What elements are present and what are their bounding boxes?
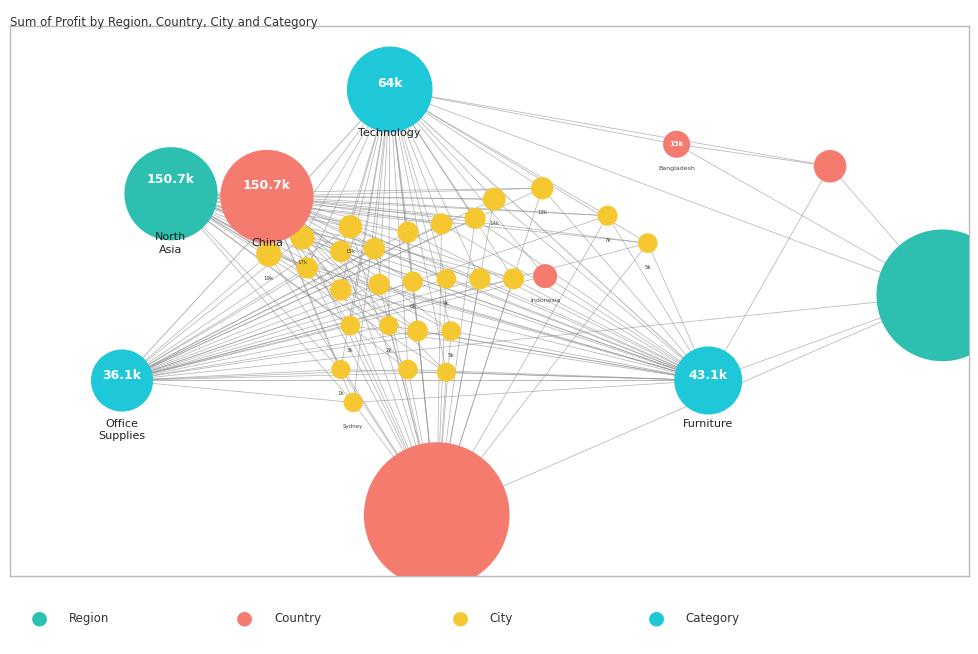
Text: 150.7k: 150.7k xyxy=(243,179,290,192)
Text: 17k: 17k xyxy=(297,260,307,265)
Point xyxy=(433,218,449,229)
Point xyxy=(294,232,310,243)
Point xyxy=(505,273,520,284)
Point xyxy=(333,246,348,256)
Text: China: China xyxy=(250,237,283,248)
Point xyxy=(366,243,381,254)
Point xyxy=(371,279,386,290)
Point xyxy=(342,320,358,331)
Text: Technology: Technology xyxy=(358,128,421,138)
Point xyxy=(400,364,416,375)
Point xyxy=(438,273,454,284)
Point xyxy=(400,227,416,237)
Text: 5k: 5k xyxy=(644,265,650,270)
Point xyxy=(114,375,130,386)
Point xyxy=(534,183,550,194)
Text: Bangladesh: Bangladesh xyxy=(657,166,694,171)
Text: Furniture: Furniture xyxy=(683,419,733,429)
Point xyxy=(486,194,502,205)
Point xyxy=(471,273,487,284)
Text: ●: ● xyxy=(30,608,48,628)
Text: 5k: 5k xyxy=(447,353,454,358)
Text: Indonesia: Indonesia xyxy=(529,298,559,303)
Point xyxy=(259,191,275,201)
Text: City: City xyxy=(489,611,512,625)
Text: 64k: 64k xyxy=(377,77,402,90)
Point xyxy=(438,367,454,377)
Point xyxy=(822,161,837,171)
Text: 19k: 19k xyxy=(263,276,274,281)
Text: 36.1k: 36.1k xyxy=(103,368,142,381)
Point xyxy=(333,364,348,375)
Point xyxy=(381,84,397,95)
Point xyxy=(409,326,424,336)
Point xyxy=(342,222,358,232)
Point xyxy=(443,326,459,336)
Point xyxy=(428,510,444,521)
Point xyxy=(163,188,179,199)
Text: ●: ● xyxy=(646,608,664,628)
Point xyxy=(640,238,655,249)
Text: 7k: 7k xyxy=(603,237,610,243)
Text: 6k: 6k xyxy=(409,303,416,309)
Text: 150.7k: 150.7k xyxy=(147,173,195,186)
Text: North
Asia: North Asia xyxy=(156,232,187,254)
Point xyxy=(668,139,684,150)
Text: 1k: 1k xyxy=(337,392,344,396)
Text: 13k: 13k xyxy=(537,210,547,215)
Point xyxy=(537,271,553,281)
Text: Country: Country xyxy=(274,611,321,625)
Text: 2k: 2k xyxy=(385,347,392,353)
Text: 4k: 4k xyxy=(442,301,449,306)
Text: Sydney: Sydney xyxy=(342,424,363,430)
Point xyxy=(299,263,315,273)
Point xyxy=(345,397,361,407)
Point xyxy=(380,320,396,331)
Text: Region: Region xyxy=(68,611,109,625)
Point xyxy=(467,213,482,224)
Text: Sum of Profit by Region, Country, City and Category: Sum of Profit by Region, Country, City a… xyxy=(10,16,317,29)
Point xyxy=(934,290,950,301)
Text: 43.1k: 43.1k xyxy=(688,368,727,381)
Text: 14k: 14k xyxy=(489,221,499,226)
Point xyxy=(333,284,348,295)
Text: ●: ● xyxy=(451,608,468,628)
Text: 15k: 15k xyxy=(669,141,683,147)
Text: Category: Category xyxy=(685,611,738,625)
Point xyxy=(405,277,421,287)
Text: ●: ● xyxy=(236,608,253,628)
Point xyxy=(600,211,615,221)
Text: 15k: 15k xyxy=(345,249,355,254)
Point xyxy=(261,249,277,260)
Text: Office
Supplies: Office Supplies xyxy=(99,419,146,441)
Text: 3k: 3k xyxy=(346,347,353,353)
Point xyxy=(699,375,715,386)
